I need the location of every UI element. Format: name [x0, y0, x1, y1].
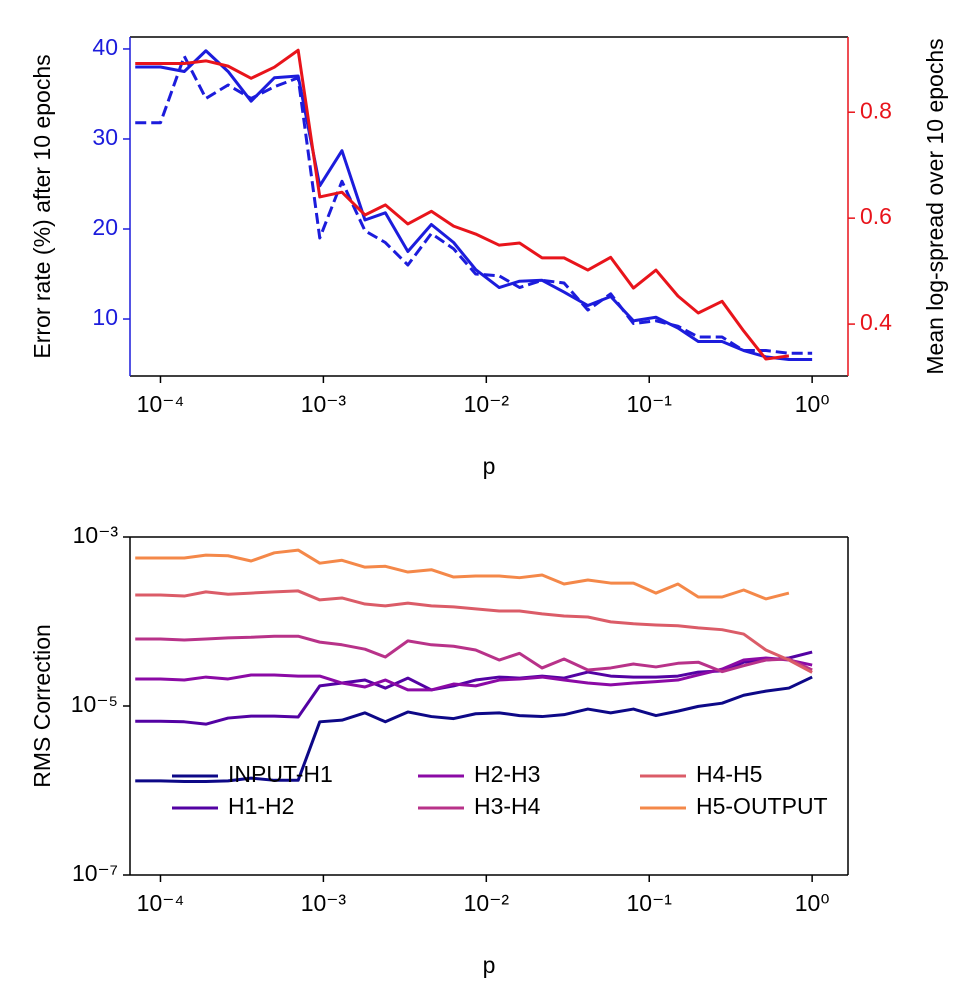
y-tick-label: 10⁻³ [73, 522, 119, 548]
y-tick-label: 30 [92, 124, 118, 150]
legend-label: H2-H3 [474, 761, 540, 787]
y2-tick-label: 0.4 [860, 309, 892, 335]
x-tick-label: 10⁻³ [301, 890, 347, 916]
series-line [135, 49, 813, 362]
x-tick-label: 10⁻⁴ [137, 890, 185, 916]
legend-label: H3-H4 [474, 793, 541, 819]
y2-tick-label: 0.8 [860, 97, 892, 123]
series-line [135, 54, 813, 355]
x-tick-label: 10⁻¹ [627, 890, 673, 916]
x-tick-label: 10⁻³ [301, 391, 347, 417]
y2-tick-label: 0.6 [860, 203, 892, 229]
x-axis-label: p [483, 952, 496, 978]
y-tick-label: 10 [92, 304, 118, 330]
series-line [135, 650, 813, 726]
series-line [135, 48, 790, 361]
series-line [135, 548, 790, 601]
y-axis-label: RMS Correction [29, 624, 55, 788]
series-line [135, 656, 813, 692]
x-tick-label: 10⁰ [795, 890, 830, 916]
legend-label: H4-H5 [696, 761, 762, 787]
series-line [135, 634, 813, 674]
x-tick-label: 10⁻⁴ [137, 391, 185, 417]
y-axis-label: Error rate (%) after 10 epochs [29, 54, 55, 358]
y-tick-label: 10⁻⁵ [71, 691, 118, 717]
x-tick-label: 10⁻² [464, 890, 510, 916]
x-tick-label: 10⁻² [464, 391, 510, 417]
legend-label: H5-OUTPUT [696, 793, 828, 819]
y-tick-label: 20 [92, 214, 118, 240]
y-tick-label: 10⁻⁷ [72, 860, 118, 886]
y-tick-label: 40 [92, 34, 118, 60]
x-axis-label: p [483, 453, 496, 479]
x-tick-label: 10⁻¹ [627, 391, 673, 417]
legend-label: INPUT-H1 [228, 761, 333, 787]
legend-label: H1-H2 [228, 793, 294, 819]
y2-axis-label: Mean log-spread over 10 epochs [922, 38, 948, 374]
series-line [135, 675, 813, 783]
x-tick-label: 10⁰ [795, 391, 830, 417]
series-line [135, 589, 813, 674]
